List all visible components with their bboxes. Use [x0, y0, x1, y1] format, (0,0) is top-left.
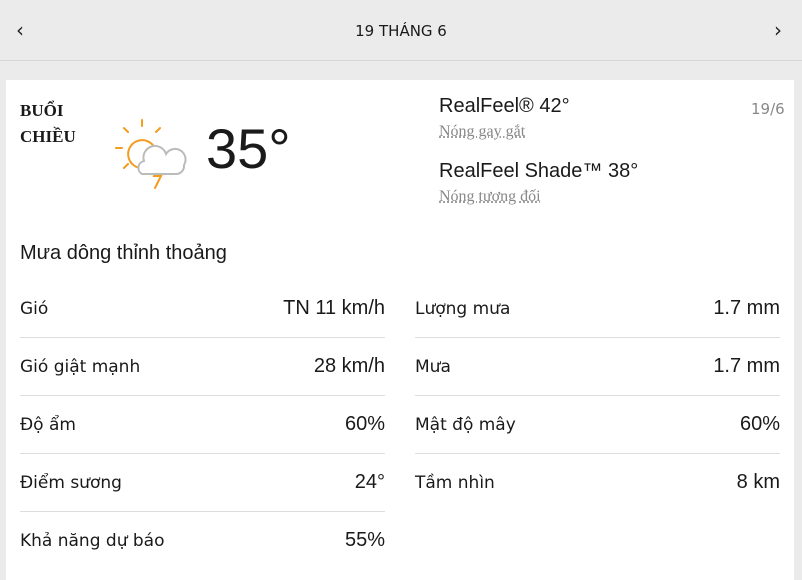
detail-row: Mưa 1.7 mm [415, 338, 780, 396]
realfeel-desc[interactable]: Nóng gay gắt [439, 123, 526, 140]
detail-value: 1.7 mm [713, 355, 780, 377]
detail-label: Mưa [415, 356, 451, 377]
detail-value: TN 11 km/h [283, 297, 385, 319]
detail-value: 60% [739, 413, 780, 435]
sun-cloud-thunder-icon [115, 119, 187, 189]
detail-row: Gió giật mạnh 28 km/h [20, 338, 385, 396]
detail-label: Gió [20, 298, 49, 319]
detail-row: Khả năng dự báo 55% [20, 512, 385, 569]
page-title: 19 THÁNG 6 [355, 22, 447, 40]
detail-value: 1.7 mm [713, 297, 780, 319]
detail-label: Tầm nhìn [415, 472, 495, 493]
realfeel-shade: RealFeel Shade™ 38° [439, 160, 639, 182]
detail-label: Khả năng dự báo [20, 530, 165, 551]
date-label: 19/6 [751, 100, 785, 118]
detail-row: Mật độ mây 60% [415, 396, 780, 454]
realfeel: RealFeel® 42° [439, 95, 570, 117]
period-line-1: BUỔI [20, 101, 64, 120]
forecast-card: BUỔI CHIỀU 35° RealFeel® 42° Nóng gay gắt… [6, 80, 794, 580]
realfeel-shade-desc[interactable]: Nóng tương đối [439, 188, 541, 205]
detail-label: Gió giật mạnh [20, 356, 141, 377]
detail-row: Độ ẩm 60% [20, 396, 385, 454]
detail-value: 60% [344, 413, 385, 435]
next-day-button[interactable]: › [774, 18, 782, 42]
details-left: Gió TN 11 km/h Gió giật mạnh 28 km/h Độ ẩm… [20, 280, 385, 569]
detail-row: Lượng mưa 1.7 mm [415, 280, 780, 338]
detail-value: 8 km [736, 471, 780, 493]
detail-value: 55% [344, 529, 385, 551]
prev-day-button[interactable]: ‹ [16, 18, 24, 42]
detail-row: Điểm sương 24° [20, 454, 385, 512]
detail-label: Điểm sương [20, 472, 122, 493]
details-right: Lượng mưa 1.7 mm Mưa 1.7 mm Mật độ mây 60% … [415, 280, 780, 511]
detail-value: 24° [354, 471, 385, 493]
period-line-2: CHIỀU [20, 127, 76, 146]
temperature: 35° [206, 117, 291, 180]
detail-label: Lượng mưa [415, 298, 511, 319]
detail-label: Mật độ mây [415, 414, 516, 435]
weather-phrase: Mưa dông thỉnh thoảng [20, 242, 227, 264]
detail-row: Gió TN 11 km/h [20, 280, 385, 338]
period-label: BUỔI CHIỀU [20, 98, 76, 150]
detail-row: Tầm nhìn 8 km [415, 454, 780, 511]
detail-label: Độ ẩm [20, 414, 76, 435]
detail-value: 28 km/h [313, 355, 385, 377]
date-header: ‹ 19 THÁNG 6 › [0, 0, 802, 61]
